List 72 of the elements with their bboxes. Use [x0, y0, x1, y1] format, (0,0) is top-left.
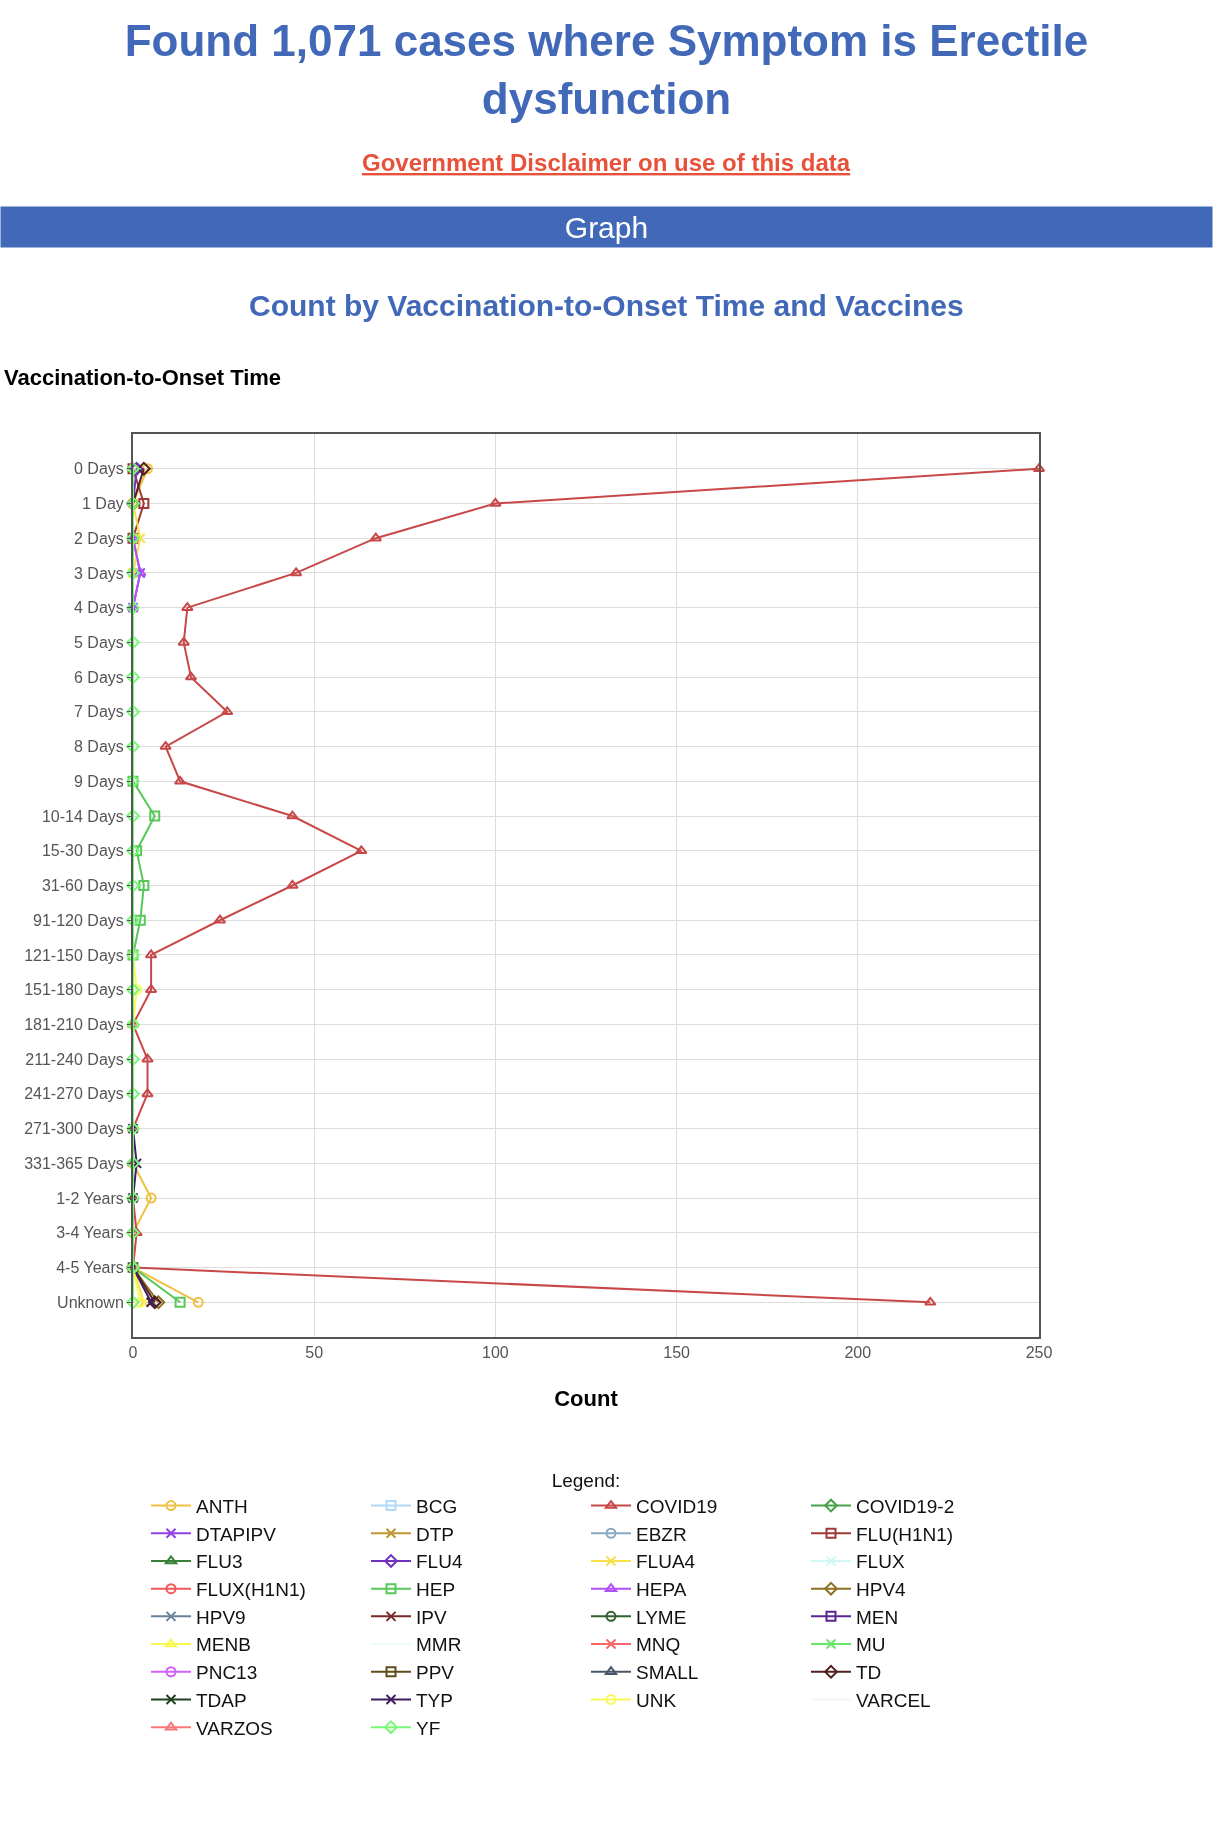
x-tick-label: 150 — [663, 1344, 691, 1362]
text: Government Disclaimer on use of this data — [362, 149, 851, 176]
legend-label: ANTH — [196, 1495, 248, 1517]
y-tick-label: 331-365 Days — [24, 1154, 124, 1172]
legend-label: FLUX(H1N1) — [196, 1579, 306, 1601]
chart-title: Found 1,071 cases where Symptom is Erectile dysfunction — [124, 16, 1089, 123]
legend-label: FLUX — [856, 1551, 905, 1573]
y-axis-title: Vaccination-to-Onset Time — [4, 365, 282, 390]
legend-label: PPV — [416, 1662, 455, 1684]
legend-label: TD — [856, 1662, 882, 1684]
legend-title: Legend: — [551, 1469, 621, 1491]
y-tick-label: 3-4 Years — [56, 1224, 124, 1242]
x-tick-label: 250 — [1025, 1344, 1053, 1362]
legend-label: LYME — [636, 1606, 687, 1628]
legend-label: YF — [416, 1717, 441, 1739]
y-tick-label: 211-240 Days — [25, 1050, 124, 1068]
legend-label: MEN — [856, 1606, 899, 1628]
x-tick-label: 200 — [844, 1344, 872, 1362]
y-tick-label: 0 Days — [74, 460, 124, 478]
y-tick-label: 121-150 Days — [24, 946, 124, 964]
x-axis-title: Count — [554, 1385, 619, 1411]
legend-label: HEPA — [636, 1579, 687, 1601]
y-tick-label: 7 Days — [74, 703, 124, 721]
x-tick-label: 0 — [128, 1344, 138, 1362]
y-tick-label: 15-30 Days — [41, 842, 124, 860]
y-tick-label: 9 Days — [74, 772, 124, 790]
legend-label: VARCEL — [856, 1689, 931, 1711]
y-tick-label: 151-180 Days — [24, 981, 124, 999]
legend-label: PNC13 — [196, 1662, 258, 1684]
legend-label: COVID19 — [636, 1495, 718, 1517]
y-tick-label: 91-120 Days — [33, 911, 124, 929]
legend-label: BCG — [416, 1495, 458, 1517]
legend-label: HPV4 — [856, 1579, 907, 1601]
legend-label: MNQ — [636, 1634, 681, 1656]
y-tick-label: 4 Days — [74, 599, 124, 617]
y-tick-label: 6 Days — [74, 668, 124, 686]
legend-label: COVID19-2 — [856, 1495, 955, 1517]
chart-subtitle: Count by Vaccination-to-Onset Time and Vaccines — [249, 289, 964, 322]
x-tick-label: 100 — [482, 1344, 509, 1362]
y-tick-label: 241-270 Days — [24, 1085, 124, 1103]
legend-label: EBZR — [636, 1523, 687, 1545]
legend-label: SMALL — [636, 1662, 699, 1684]
legend-label: DTAPIPV — [196, 1523, 277, 1545]
y-tick-label: 1-2 Years — [56, 1189, 124, 1207]
legend-label: VARZOS — [196, 1717, 273, 1739]
legend-label: FLUA4 — [636, 1551, 696, 1573]
legend-label: TDAP — [196, 1689, 247, 1711]
y-tick-label: 31-60 Days — [41, 877, 124, 895]
y-tick-label: 2 Days — [74, 529, 124, 547]
legend-label: DTP — [416, 1523, 454, 1545]
y-tick-label: 271-300 Days — [24, 1120, 124, 1138]
legend-label: FLU3 — [196, 1551, 243, 1573]
y-tick-label: 4-5 Years — [56, 1259, 124, 1277]
x-tick-label: 50 — [305, 1344, 324, 1362]
legend-label: FLU4 — [416, 1551, 463, 1573]
y-tick-label: 181-210 Days — [24, 1016, 124, 1034]
legend-label: HPV9 — [196, 1606, 246, 1628]
y-tick-label: 8 Days — [74, 738, 124, 756]
text: Graph — [564, 210, 649, 244]
y-tick-label: 1 Day — [82, 495, 124, 513]
y-tick-label: 5 Days — [74, 633, 124, 651]
legend-label: FLU(H1N1) — [856, 1523, 954, 1545]
legend-label: IPV — [416, 1606, 447, 1628]
legend-label: MU — [856, 1634, 886, 1656]
legend-label: MENB — [196, 1634, 251, 1656]
legend-label: TYP — [416, 1689, 453, 1711]
legend-label: UNK — [636, 1689, 677, 1711]
y-tick-label: Unknown — [57, 1293, 124, 1311]
y-tick-label: 10-14 Days — [41, 807, 124, 825]
legend-label: HEP — [416, 1579, 456, 1601]
legend-label: MMR — [416, 1634, 462, 1656]
y-tick-label: 3 Days — [74, 564, 124, 582]
